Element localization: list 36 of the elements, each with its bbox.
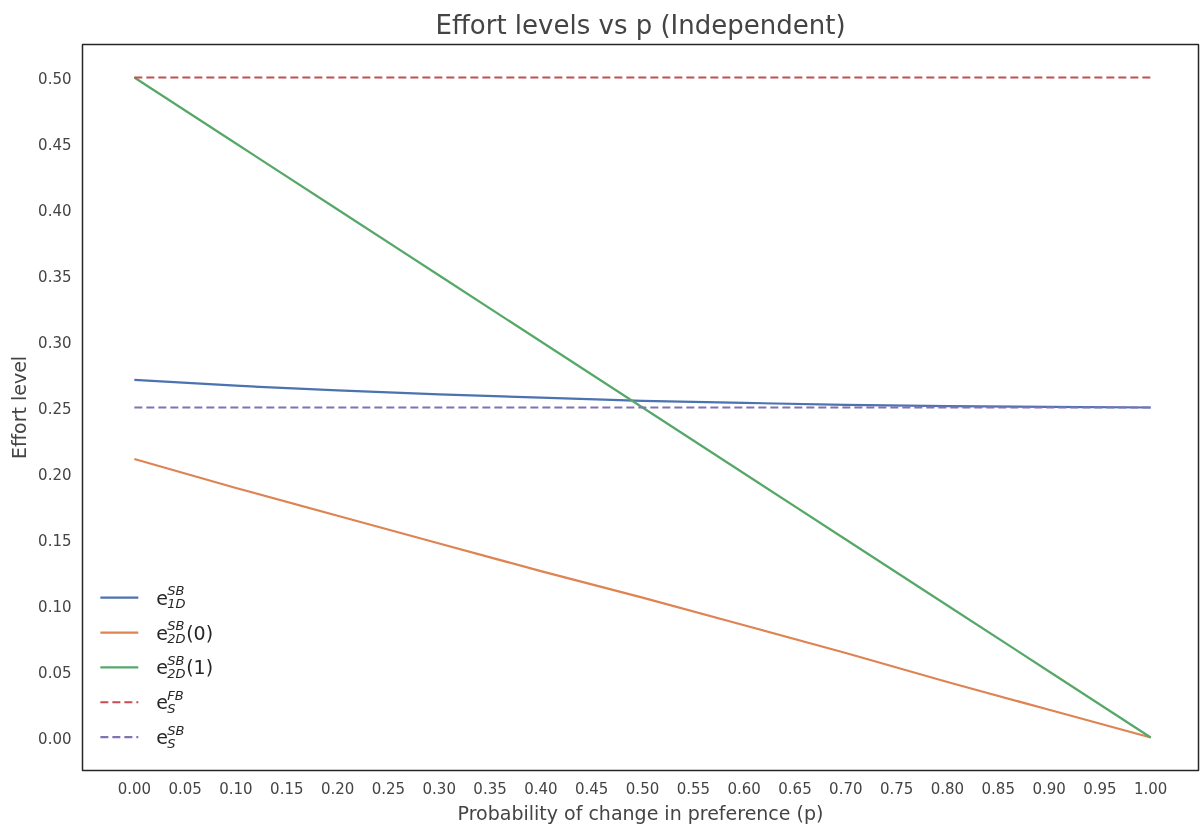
x-tick-label: 0.65 bbox=[778, 779, 812, 798]
y-tick-label: 0.30 bbox=[38, 333, 72, 352]
x-tick-label: 0.20 bbox=[320, 779, 355, 798]
x-tick-label: 0.45 bbox=[575, 779, 609, 798]
x-tick-label: 0.00 bbox=[117, 779, 152, 798]
x-tick-label: 0.55 bbox=[676, 779, 711, 798]
y-tick-label: 0.15 bbox=[38, 531, 72, 550]
x-axis-title: Probability of change in preference (p) bbox=[457, 801, 824, 824]
x-tick-label: 0.05 bbox=[168, 779, 202, 798]
x-tick-label: 0.40 bbox=[524, 779, 558, 798]
x-tick-label: 0.85 bbox=[981, 779, 1015, 798]
y-tick-label: 0.40 bbox=[38, 201, 72, 220]
y-tick-label: 0.50 bbox=[38, 69, 72, 88]
y-tick-label: 0.10 bbox=[38, 597, 72, 616]
line-series bbox=[133, 378, 1152, 409]
x-tick-label: 0.10 bbox=[219, 779, 253, 798]
y-tick-label: 0.45 bbox=[38, 135, 72, 154]
x-tick-label: 0.80 bbox=[930, 779, 965, 798]
x-tick-label: 0.90 bbox=[1032, 779, 1066, 798]
x-tick-label: 0.50 bbox=[625, 779, 660, 798]
y-tick-label: 0.05 bbox=[38, 663, 72, 682]
y-tick-label: 0.25 bbox=[38, 399, 72, 418]
x-tick-label: 0.30 bbox=[422, 779, 456, 798]
x-tick-label: 0.75 bbox=[879, 779, 914, 798]
chart-title: Effort levels vs p (Independent) bbox=[435, 9, 846, 40]
y-axis-title: Effort level bbox=[8, 355, 31, 460]
y-tick-label: 0.00 bbox=[38, 729, 72, 748]
x-tick-label: 0.35 bbox=[473, 779, 507, 798]
x-tick-label: 0.70 bbox=[829, 779, 863, 798]
x-tick-label: 0.60 bbox=[727, 779, 761, 798]
y-tick-label: 0.20 bbox=[38, 465, 72, 484]
x-tick-label: 1.00 bbox=[1134, 779, 1168, 798]
x-tick-label: 0.15 bbox=[270, 779, 304, 798]
x-tick-label: 0.95 bbox=[1083, 779, 1117, 798]
x-tick-label: 0.25 bbox=[371, 779, 406, 798]
y-tick-label: 0.35 bbox=[38, 267, 72, 286]
